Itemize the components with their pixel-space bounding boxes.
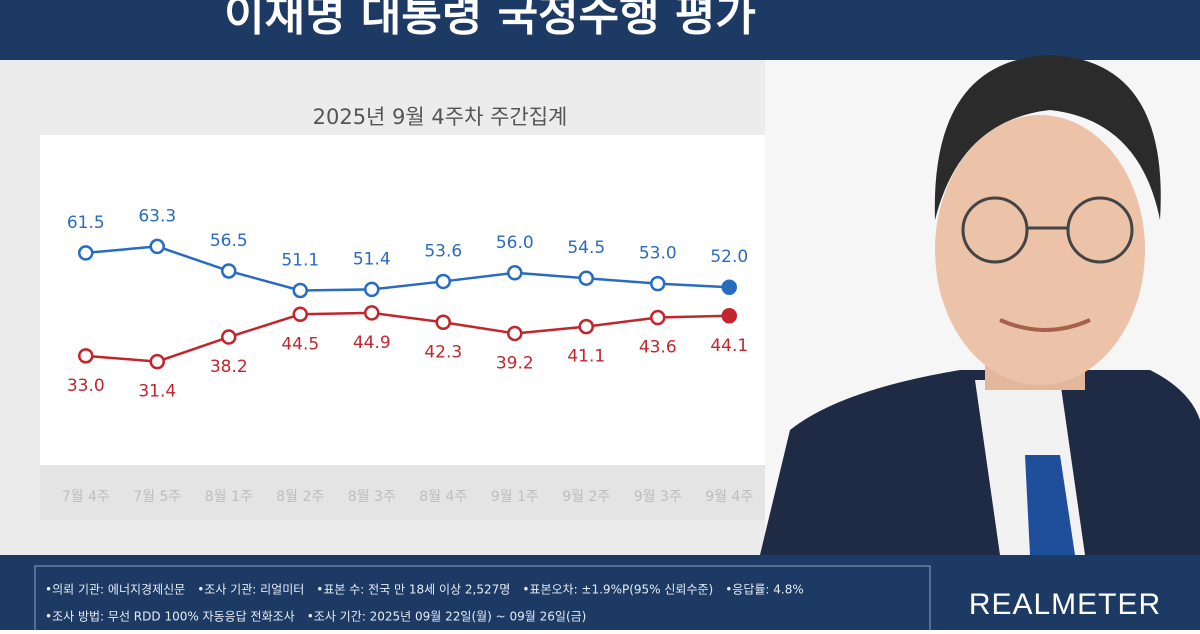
plot-panel xyxy=(40,135,765,465)
footer-note: •표본오차: ±1.9%P(95% 신뢰수준) xyxy=(522,583,713,597)
data-point xyxy=(78,348,94,364)
data-label: 38.2 xyxy=(210,357,248,377)
data-label: 39.2 xyxy=(496,353,534,373)
x-axis-band xyxy=(40,465,765,520)
data-point xyxy=(364,281,380,298)
x-tick-label: 8월 2주 xyxy=(276,489,324,505)
portrait xyxy=(760,55,1200,555)
data-label: 31.4 xyxy=(138,382,176,402)
data-point xyxy=(578,270,594,286)
data-point xyxy=(149,238,165,255)
footer-note: •표본 수: 전국 만 18세 이상 2,527명 xyxy=(316,583,510,597)
data-label: 54.5 xyxy=(567,238,605,258)
data-point xyxy=(221,263,237,279)
data-label: 51.4 xyxy=(353,249,391,269)
x-tick-label: 8월 1주 xyxy=(205,489,253,505)
data-label: 44.5 xyxy=(281,334,319,354)
data-point xyxy=(221,329,237,345)
data-label: 43.6 xyxy=(639,338,677,358)
data-label: 42.3 xyxy=(424,342,462,362)
series-line xyxy=(85,245,730,292)
chart-subtitle: 2025년 9월 4주차 주간집계 xyxy=(313,105,568,129)
data-point xyxy=(650,275,666,292)
data-point xyxy=(292,306,308,323)
x-tick-label: 8월 4주 xyxy=(419,489,467,505)
data-label: 56.0 xyxy=(496,233,534,253)
x-tick-label: 7월 5주 xyxy=(133,489,181,505)
data-label: 52.0 xyxy=(710,247,748,267)
data-label: 56.5 xyxy=(210,231,248,251)
data-label: 44.1 xyxy=(710,336,748,356)
footer-bar xyxy=(0,555,1200,630)
data-point xyxy=(435,273,451,290)
data-label: 51.1 xyxy=(281,250,319,270)
footer-note: •의뢰 기관: 에너지경제신문 xyxy=(45,583,185,597)
footer-note: •조사 기간: 2025년 09월 22일(월) ~ 09월 26일(금) xyxy=(307,610,587,624)
data-label: 53.0 xyxy=(639,244,677,264)
data-point xyxy=(149,353,165,370)
data-label: 53.6 xyxy=(424,241,462,261)
data-point xyxy=(435,314,451,330)
footer-note: •응답률: 4.8% xyxy=(725,583,804,597)
data-point xyxy=(721,279,737,295)
data-label: 44.9 xyxy=(353,333,391,353)
data-label: 33.0 xyxy=(67,376,105,396)
data-label: 41.1 xyxy=(567,347,605,367)
data-point xyxy=(507,325,523,342)
x-tick-label: 9월 2주 xyxy=(562,489,610,505)
x-tick-label: 9월 1주 xyxy=(491,489,539,505)
x-tick-label: 9월 4주 xyxy=(705,489,753,505)
series-line xyxy=(85,311,730,363)
data-point xyxy=(364,305,380,321)
data-point xyxy=(578,318,594,335)
brand: REALMETER xyxy=(969,588,1161,621)
footer-note: •조사 기관: 리얼미터 xyxy=(197,583,304,597)
title-banner xyxy=(0,0,1200,60)
data-point xyxy=(507,265,523,281)
data-point xyxy=(78,245,94,261)
chart-title: 이재명 대통령 국정수행 평가 xyxy=(224,0,756,41)
data-point xyxy=(292,282,308,299)
data-label: 61.5 xyxy=(67,213,105,233)
x-tick-label: 9월 3주 xyxy=(634,489,682,505)
data-label: 63.3 xyxy=(138,206,176,226)
footer-note: •조사 방법: 무선 RDD 100% 자동응답 전화조사 xyxy=(45,610,295,624)
notes-box xyxy=(34,565,931,634)
data-point xyxy=(721,308,737,324)
x-tick-label: 8월 3주 xyxy=(348,489,396,505)
data-point xyxy=(650,309,666,326)
x-tick-label: 7월 4주 xyxy=(62,489,110,505)
